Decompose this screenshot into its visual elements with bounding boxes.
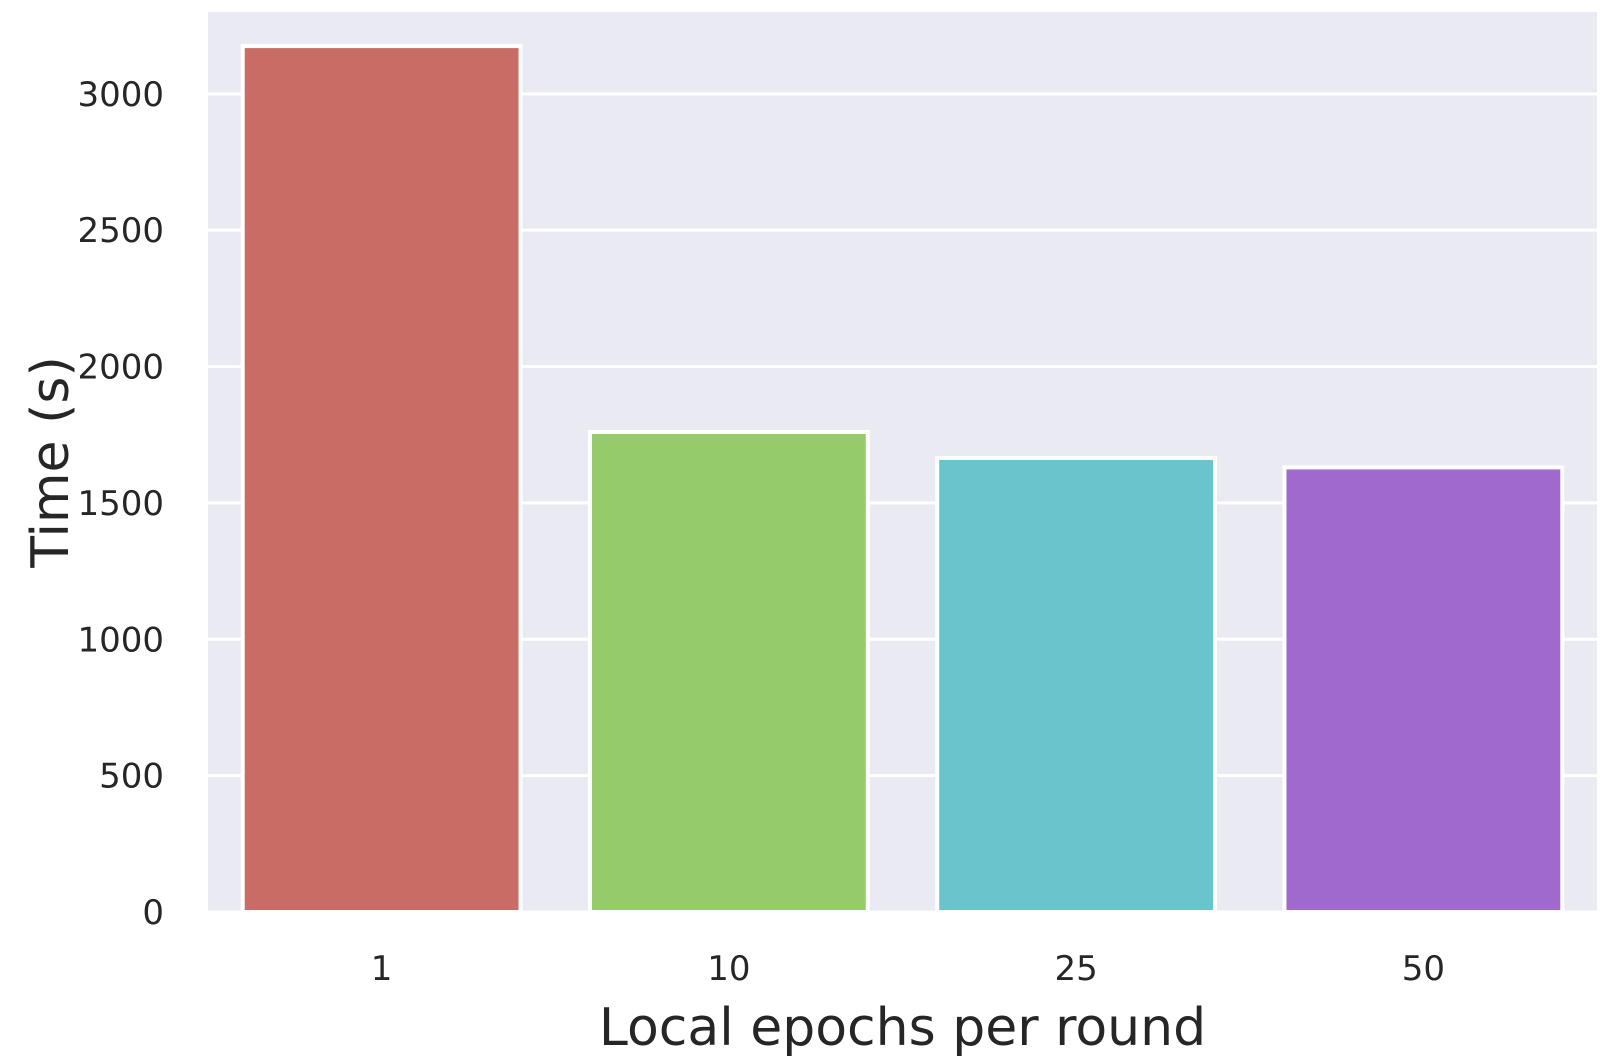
x-axis-label: Local epochs per round: [599, 998, 1206, 1058]
y-tick-label: 3000: [77, 75, 164, 115]
x-tick-label: 25: [1054, 949, 1097, 989]
x-tick-label: 1: [371, 949, 393, 989]
bars: [240, 44, 1565, 915]
bar-50: [1282, 465, 1565, 914]
y-tick-label: 2500: [77, 211, 164, 251]
bar-1: [240, 44, 523, 915]
y-axis-label: Time (s): [21, 356, 81, 568]
y-tick-label: 500: [99, 757, 164, 797]
x-tick-label: 10: [707, 949, 750, 989]
y-tick-label: 1500: [77, 484, 164, 524]
y-tick-label: 0: [142, 893, 164, 933]
y-tick-labels: 0 500 1000 1500 2000 2500 3000: [77, 75, 164, 933]
bar-25: [935, 455, 1218, 914]
x-tick-label: 50: [1402, 949, 1445, 989]
y-tick-label: 2000: [77, 348, 164, 388]
y-tick-label: 1000: [77, 620, 164, 660]
bar-10: [587, 430, 870, 914]
x-tick-labels: 1 10 25 50: [371, 949, 1445, 989]
